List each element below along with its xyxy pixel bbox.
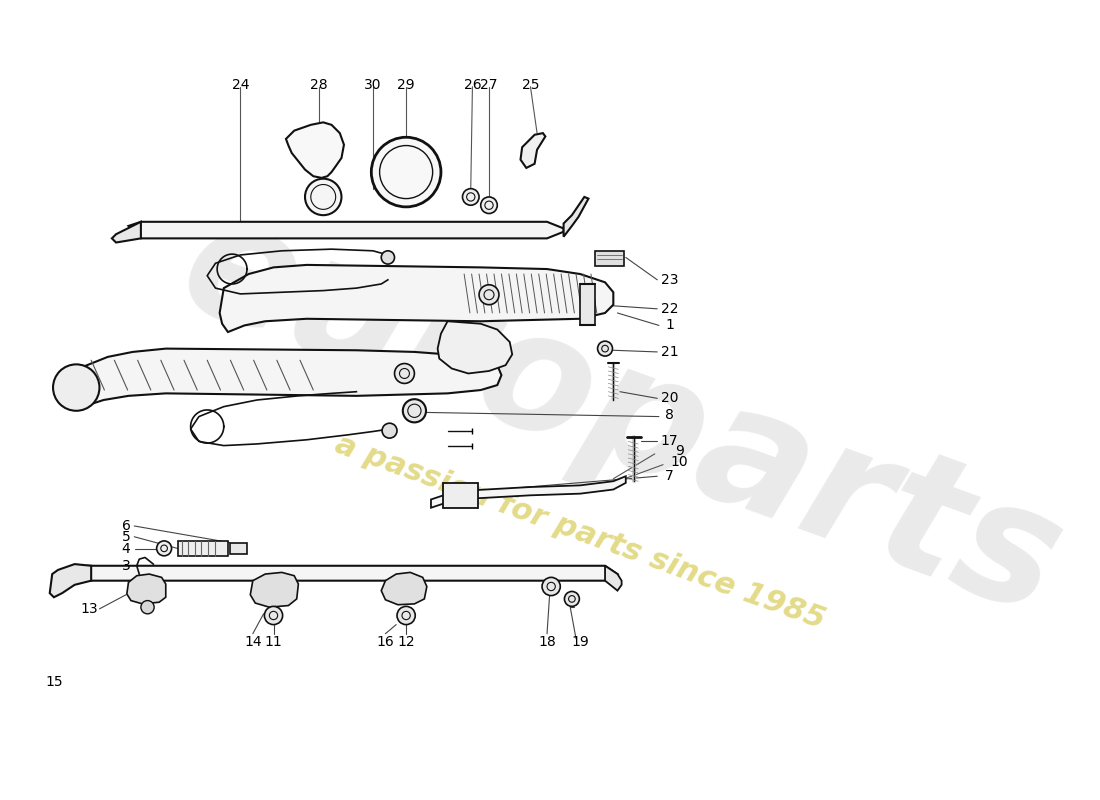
Text: 26: 26 xyxy=(463,78,481,92)
Text: 10: 10 xyxy=(671,455,689,469)
Text: a passion for parts since 1985: a passion for parts since 1985 xyxy=(331,430,829,635)
Circle shape xyxy=(480,285,499,305)
Text: 6: 6 xyxy=(121,519,131,533)
Text: 4: 4 xyxy=(122,542,131,556)
Text: 16: 16 xyxy=(376,635,394,649)
FancyBboxPatch shape xyxy=(580,284,595,326)
Circle shape xyxy=(462,189,480,206)
Text: 9: 9 xyxy=(675,444,684,458)
Circle shape xyxy=(382,423,397,438)
Circle shape xyxy=(141,601,154,614)
FancyBboxPatch shape xyxy=(595,251,624,266)
Polygon shape xyxy=(520,133,546,168)
Text: 28: 28 xyxy=(310,78,328,92)
Circle shape xyxy=(597,341,613,356)
Text: 27: 27 xyxy=(481,78,498,92)
Text: 21: 21 xyxy=(661,345,679,359)
Text: 5: 5 xyxy=(122,530,131,544)
Circle shape xyxy=(156,541,172,556)
Polygon shape xyxy=(563,197,589,237)
Text: 19: 19 xyxy=(571,635,590,649)
Text: 15: 15 xyxy=(45,674,63,689)
Text: 20: 20 xyxy=(661,391,679,406)
Text: 11: 11 xyxy=(265,635,283,649)
Polygon shape xyxy=(382,572,427,605)
Circle shape xyxy=(397,606,415,625)
Text: 17: 17 xyxy=(661,434,679,449)
Text: 18: 18 xyxy=(538,635,556,649)
Text: 3: 3 xyxy=(122,558,131,573)
Text: 13: 13 xyxy=(80,602,98,616)
Polygon shape xyxy=(70,349,502,406)
Circle shape xyxy=(305,178,341,215)
Circle shape xyxy=(372,138,441,207)
Text: 12: 12 xyxy=(397,635,415,649)
Polygon shape xyxy=(220,265,614,332)
Text: 8: 8 xyxy=(666,408,674,422)
Polygon shape xyxy=(438,322,513,374)
Circle shape xyxy=(53,364,99,410)
Polygon shape xyxy=(605,566,621,590)
FancyBboxPatch shape xyxy=(443,483,478,508)
Text: 30: 30 xyxy=(364,78,382,92)
Polygon shape xyxy=(431,476,626,508)
Text: 14: 14 xyxy=(244,635,262,649)
Circle shape xyxy=(564,591,580,606)
Polygon shape xyxy=(126,574,166,604)
Polygon shape xyxy=(50,564,91,598)
Circle shape xyxy=(481,197,497,214)
FancyBboxPatch shape xyxy=(230,542,248,554)
Text: europarts: europarts xyxy=(161,182,1082,650)
Text: 29: 29 xyxy=(397,78,415,92)
Circle shape xyxy=(395,363,415,383)
FancyBboxPatch shape xyxy=(178,541,228,556)
Text: 24: 24 xyxy=(232,78,249,92)
Polygon shape xyxy=(129,222,563,238)
Polygon shape xyxy=(286,122,344,178)
Text: 23: 23 xyxy=(661,273,679,287)
Text: 1: 1 xyxy=(666,318,674,333)
Circle shape xyxy=(542,578,560,596)
Circle shape xyxy=(382,251,395,264)
Text: 22: 22 xyxy=(661,302,679,316)
Polygon shape xyxy=(251,572,298,607)
Polygon shape xyxy=(112,222,141,242)
Text: 25: 25 xyxy=(521,78,539,92)
Circle shape xyxy=(264,606,283,625)
Text: 7: 7 xyxy=(666,470,674,483)
Polygon shape xyxy=(75,566,617,581)
Circle shape xyxy=(403,399,426,422)
